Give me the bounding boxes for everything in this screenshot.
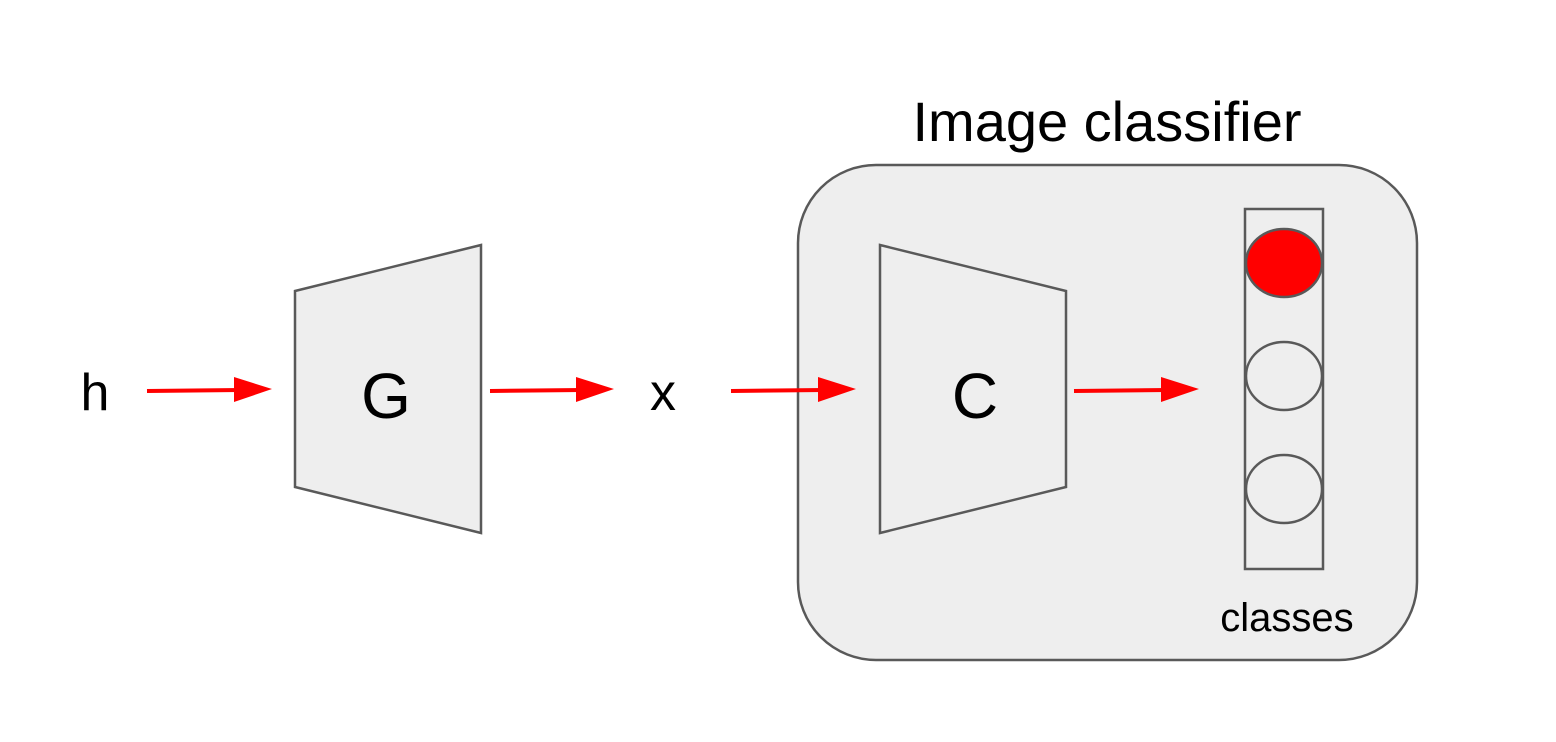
intermediate-label-x: x xyxy=(650,364,676,422)
class-node xyxy=(1244,453,1324,525)
classifier-label: C xyxy=(952,360,998,432)
arrow-c-to-classes xyxy=(1073,377,1199,402)
class-nodes-group xyxy=(1244,227,1324,525)
classes-label: classes xyxy=(1220,596,1353,640)
arrow-h-to-g xyxy=(146,377,272,402)
generator-label: G xyxy=(361,360,411,432)
arrow-g-to-x xyxy=(489,377,614,402)
class-node-active xyxy=(1244,227,1324,299)
image-classifier-title: Image classifier xyxy=(912,90,1301,153)
classifier-block xyxy=(878,243,1068,535)
arrow-x-to-c xyxy=(730,377,856,402)
input-label-h: h xyxy=(81,364,110,422)
generator-block xyxy=(293,243,483,535)
class-node xyxy=(1244,340,1324,412)
